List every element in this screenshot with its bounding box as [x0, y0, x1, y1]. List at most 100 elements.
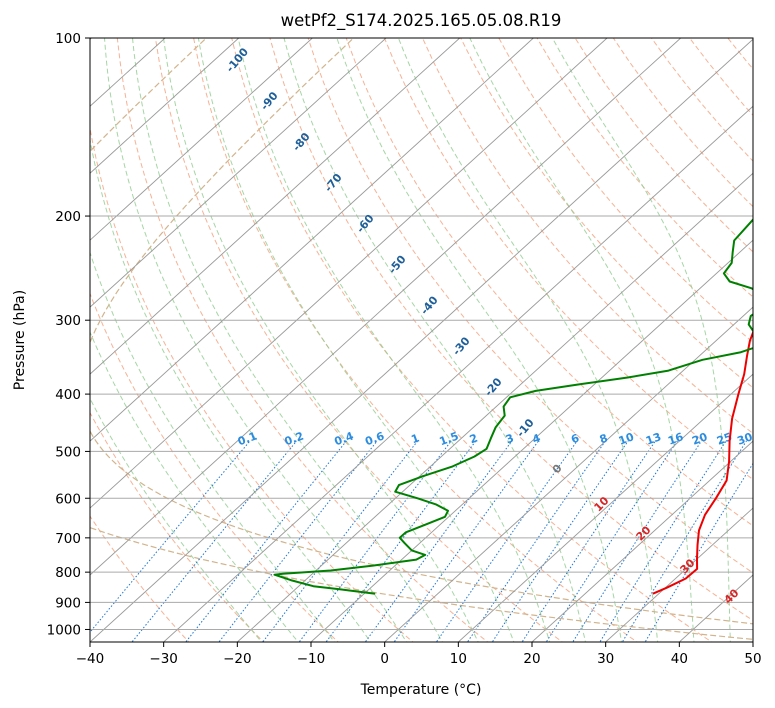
isotherm-line — [90, 38, 753, 642]
moist-adiabat-label: -20 — [482, 375, 505, 399]
mixing-ratio-line — [325, 440, 477, 642]
dry-adiabat-line — [689, 38, 753, 116]
mixing-ratio-label: 6 — [569, 431, 581, 446]
moist-adiabat-line — [90, 397, 263, 642]
mixing-ratio-line — [90, 440, 251, 633]
contour-labels: 0.1 0.2 0.4 0.6 1 1.5 2 3 4 6 8 10 13 16 20 25 30 36-100-… — [223, 45, 754, 606]
x-axis-label: Temperature (°C) — [360, 682, 482, 698]
mixing-ratio-line — [466, 440, 607, 642]
x-tick-label: −10 — [297, 651, 326, 667]
y-tick-label: 1000 — [47, 622, 81, 638]
mixing-ratio-label: 2 — [468, 432, 480, 447]
moist-adiabat-line — [162, 38, 479, 642]
mixing-ratio-label: 8 — [598, 432, 610, 447]
chart-title: wetPf2_S174.2025.165.05.08.R19 — [281, 11, 562, 31]
isotherm-line — [90, 38, 534, 442]
mixing-ratio-line — [545, 440, 678, 642]
dry-adiabat-label: 10 — [592, 494, 612, 514]
isotherm-line — [90, 38, 682, 576]
dry-adiabat-line — [269, 38, 753, 622]
mixing-ratio-line — [218, 440, 378, 642]
dry-adiabat-line — [307, 38, 753, 574]
mixing-ratio-label: 13 — [644, 430, 663, 447]
x-tick-label: 20 — [523, 651, 540, 667]
x-tick-label: −40 — [76, 651, 105, 667]
y-tick-label: 200 — [55, 209, 81, 225]
mixing-ratio-label: 0.2 — [283, 429, 306, 448]
dry-adiabat-line — [345, 38, 753, 527]
mixing-ratio-line — [262, 440, 419, 642]
mixing-ratio-line — [131, 440, 298, 642]
mixing-ratio-line — [393, 440, 539, 642]
x-tick-label: −20 — [223, 651, 252, 667]
isotherm-line — [90, 38, 313, 241]
dry-adiabat-line — [90, 125, 414, 642]
dewpoint-profile-line — [273, 218, 753, 595]
moist-adiabat-line — [90, 250, 336, 642]
background-lines — [90, 38, 775, 644]
mixing-ratio-label: 0.1 — [236, 429, 259, 448]
temperature-profile-line — [652, 329, 753, 595]
isotherm-line — [384, 306, 753, 642]
moist-adiabat-line — [131, 38, 443, 642]
dry-adiabat-line — [766, 38, 775, 644]
y-axis-label: Pressure (hPa) — [12, 290, 28, 390]
y-tick-label: 400 — [55, 387, 81, 403]
mixing-ratio-line — [599, 440, 727, 642]
dry-adiabat-line — [90, 411, 265, 642]
moist-adiabat-label: -40 — [418, 293, 441, 317]
dry-adiabat-line — [90, 292, 339, 642]
moist-adiabat-label: -80 — [290, 130, 313, 154]
y-tick-label: 600 — [55, 491, 81, 507]
isotherm-line — [90, 38, 387, 308]
y-axis: 100 200 300 400 500 600 700 800 900 1000 — [47, 31, 90, 638]
zero-label: 0 — [550, 462, 565, 476]
reference-arc — [90, 38, 753, 640]
isotherm-line — [458, 373, 753, 642]
isotherm-line — [90, 38, 240, 174]
dry-adiabat-line — [422, 38, 753, 435]
isotherm-line — [237, 172, 753, 642]
x-tick-label: 10 — [450, 651, 467, 667]
dry-adiabat-line — [574, 38, 753, 253]
moist-adiabat-line — [551, 38, 731, 642]
isotherm-line — [90, 38, 608, 509]
moist-adiabat-line — [469, 38, 695, 642]
moist-adiabat-label: -100 — [223, 45, 251, 75]
moist-adiabat-line — [283, 38, 587, 642]
isotherm-line — [531, 440, 753, 642]
dry-adiabat-line — [536, 38, 753, 298]
mixing-ratio-label: 16 — [666, 430, 685, 448]
plot-frame — [89, 37, 754, 643]
isotherm-line — [679, 574, 753, 642]
moist-adiabat-label: -50 — [386, 253, 409, 277]
moist-adiabat-line — [90, 136, 372, 642]
dry-adiabat-line — [498, 38, 753, 343]
y-tick-label: 800 — [55, 565, 81, 581]
mixing-ratio-label: 30 — [735, 430, 754, 448]
mixing-ratio-line — [644, 462, 753, 642]
isotherm-line — [90, 38, 461, 375]
x-tick-label: 50 — [744, 651, 761, 667]
mixing-ratio-line — [621, 440, 747, 642]
mixing-ratio-line — [491, 440, 629, 642]
dry-adiabat-line — [651, 38, 753, 162]
moist-adiabat-label: -70 — [322, 171, 345, 195]
y-tick-label: 100 — [55, 31, 81, 47]
dry-adiabat-line — [231, 38, 713, 642]
dry-adiabat-label: 40 — [722, 586, 742, 606]
isotherm-line — [163, 105, 753, 642]
mixing-ratio-label: 4 — [531, 431, 543, 446]
moist-adiabat-line — [237, 38, 551, 642]
moist-adiabat-line — [397, 38, 659, 642]
mixing-ratio-label: 1.5 — [438, 429, 461, 448]
moist-adiabat-label: -90 — [258, 89, 281, 113]
moist-adiabat-label: -30 — [450, 334, 473, 358]
mixing-ratio-line — [298, 440, 452, 642]
x-tick-label: 40 — [671, 651, 688, 667]
mixing-ratio-label: 20 — [690, 430, 709, 448]
isotherm-line — [752, 641, 753, 642]
isotherm-line — [310, 239, 753, 642]
dry-adiabat-line — [383, 38, 753, 481]
